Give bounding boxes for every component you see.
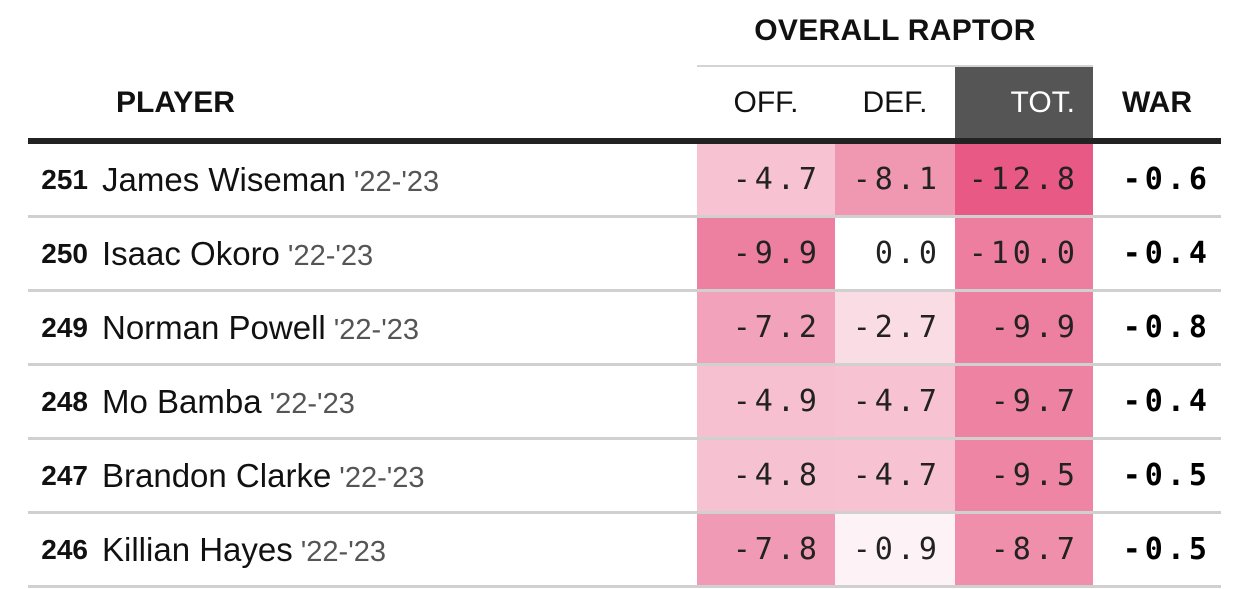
player-name[interactable]: James Wiseman <box>102 161 346 198</box>
player-name[interactable]: Norman Powell <box>102 309 326 346</box>
player-name-cell[interactable]: Mo Bamba '22-'23 <box>102 366 355 437</box>
header-divider <box>28 138 1221 144</box>
def-value-cell: -0.9 <box>835 514 955 585</box>
off-value-cell: -4.7 <box>697 144 835 215</box>
off-value-cell: -9.9 <box>697 218 835 289</box>
player-rank: 251 <box>41 164 88 195</box>
column-header-off[interactable]: OFF. <box>733 86 799 119</box>
player-name[interactable]: Isaac Okoro <box>102 235 280 272</box>
column-header-war[interactable]: WAR <box>1122 86 1192 119</box>
player-season: '22-'23 <box>333 314 419 346</box>
table-row[interactable]: 251 James Wiseman '22-'23 -4.7 -8.1 -12.8 -0.6 <box>28 144 1221 218</box>
war-value-cell: -0.5 <box>1122 458 1211 493</box>
player-name-cell[interactable]: Brandon Clarke '22-'23 <box>102 440 425 511</box>
player-name[interactable]: Mo Bamba <box>102 383 262 420</box>
player-name-cell[interactable]: Killian Hayes '22-'23 <box>102 514 386 585</box>
player-name[interactable]: Killian Hayes <box>102 531 293 568</box>
player-rank: 250 <box>41 238 88 269</box>
row-divider <box>28 215 1221 218</box>
player-season: '22-'23 <box>269 388 355 420</box>
player-rank: 246 <box>41 534 88 565</box>
player-rank: 249 <box>41 312 88 343</box>
tot-value-cell: -9.9 <box>955 292 1093 363</box>
group-header-rule <box>697 65 1093 67</box>
table-row[interactable]: 248 Mo Bamba '22-'23 -4.9 -4.7 -9.7 -0.4 <box>28 366 1221 440</box>
tot-value-cell: -9.7 <box>955 366 1093 437</box>
table-row[interactable]: 249 Norman Powell '22-'23 -7.2 -2.7 -9.9 -0.8 <box>28 292 1221 366</box>
war-value-cell: -0.8 <box>1122 310 1211 345</box>
player-season: '22-'23 <box>339 462 425 494</box>
war-value-cell: -0.6 <box>1122 162 1211 197</box>
off-value-cell: -7.2 <box>697 292 835 363</box>
war-value-cell: -0.5 <box>1122 532 1211 567</box>
def-value-cell: -4.7 <box>835 366 955 437</box>
player-rank: 247 <box>41 460 88 491</box>
overall-raptor-header: OVERALL RAPTOR <box>754 14 1036 47</box>
column-header-tot-selected[interactable]: TOT. <box>955 67 1093 138</box>
off-value-cell: -4.9 <box>697 366 835 437</box>
player-name-cell[interactable]: Norman Powell '22-'23 <box>102 292 419 363</box>
off-value-cell: -4.8 <box>697 440 835 511</box>
def-value-cell: -8.1 <box>835 144 955 215</box>
column-header-player[interactable]: PLAYER <box>116 86 235 119</box>
row-divider <box>28 437 1221 440</box>
tot-value-cell: -8.7 <box>955 514 1093 585</box>
row-divider <box>28 289 1221 292</box>
off-value-cell: -7.8 <box>697 514 835 585</box>
player-name[interactable]: Brandon Clarke <box>102 457 332 494</box>
row-divider <box>28 511 1221 514</box>
column-header-def[interactable]: DEF. <box>862 86 928 119</box>
tot-value-cell: -10.0 <box>955 218 1093 289</box>
war-value-cell: -0.4 <box>1122 236 1211 271</box>
war-value-cell: -0.4 <box>1122 384 1211 419</box>
table-row[interactable]: 247 Brandon Clarke '22-'23 -4.8 -4.7 -9.5 -0.5 <box>28 440 1221 514</box>
table-row[interactable]: 250 Isaac Okoro '22-'23 -9.9 0.0 -10.0 -0.4 <box>28 218 1221 292</box>
player-season: '22-'23 <box>287 240 374 272</box>
def-value-cell: -4.7 <box>835 440 955 511</box>
player-season: '22-'23 <box>300 536 386 568</box>
player-name-cell[interactable]: Isaac Okoro '22-'23 <box>102 218 373 289</box>
player-season: '22-'23 <box>353 166 440 198</box>
player-rank: 248 <box>41 386 88 417</box>
tot-value-cell: -12.8 <box>955 144 1093 215</box>
row-divider <box>28 363 1221 366</box>
player-name-cell[interactable]: James Wiseman '22-'23 <box>102 144 439 215</box>
def-value-cell: -2.7 <box>835 292 955 363</box>
table-row[interactable]: 246 Killian Hayes '22-'23 -7.8 -0.9 -8.7 -0.5 <box>28 514 1221 588</box>
def-value-cell: 0.0 <box>835 218 955 289</box>
row-divider <box>28 585 1221 588</box>
tot-value-cell: -9.5 <box>955 440 1093 511</box>
